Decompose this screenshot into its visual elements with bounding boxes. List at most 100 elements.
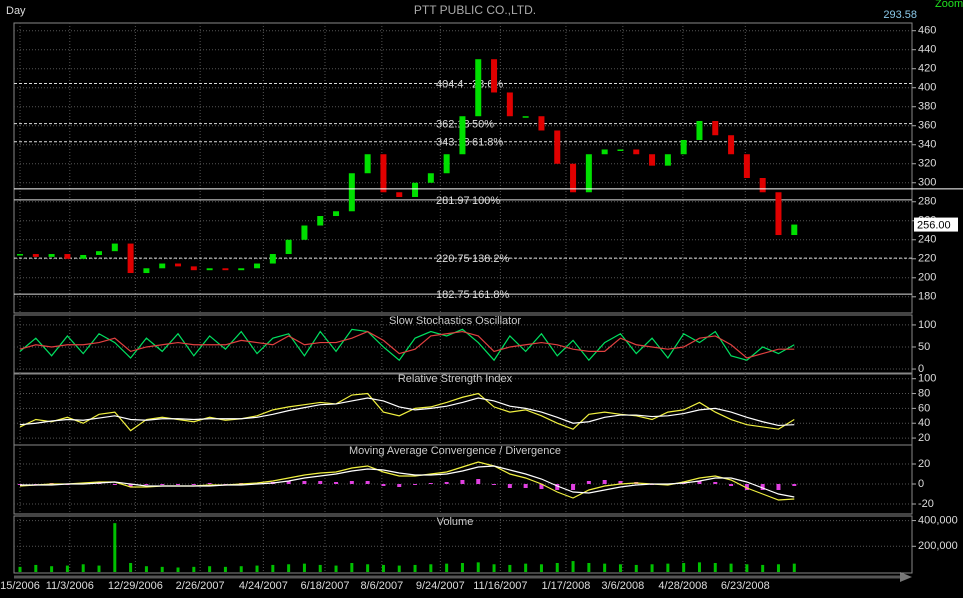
histogram-bar — [397, 484, 402, 487]
candle — [238, 268, 245, 271]
series-line — [19, 328, 795, 362]
fib-value: 182.75 — [436, 289, 470, 301]
candle — [554, 130, 561, 164]
candle — [427, 173, 434, 183]
candle — [412, 182, 419, 198]
x-tick-label: 1/17/2008 — [541, 580, 590, 592]
histogram-bar — [318, 481, 323, 484]
volume-bar — [350, 563, 354, 572]
volume-bar — [160, 566, 164, 572]
panel-title: Moving Average Convergence / Divergence — [349, 445, 561, 457]
histogram-bar — [302, 481, 307, 484]
y-tick-label: 20 — [918, 458, 930, 470]
histogram-bar — [523, 484, 528, 488]
y-tick-label: 80 — [918, 387, 930, 399]
fib-value: 404.4 — [436, 78, 464, 90]
y-tick-label: 420 — [918, 63, 936, 75]
histogram-bar — [697, 481, 702, 484]
volume-bar — [618, 564, 622, 572]
y-tick-label: 180 — [918, 291, 936, 303]
candle — [333, 211, 340, 217]
histogram-bar — [618, 481, 623, 484]
volume-bar — [239, 566, 243, 572]
histogram-bar — [539, 484, 544, 489]
volume-bar — [429, 564, 433, 572]
histogram-bar — [729, 484, 734, 486]
candle — [538, 116, 545, 131]
candle — [396, 192, 403, 198]
candle — [17, 254, 24, 256]
y-tick-label: 100 — [918, 319, 936, 331]
y-tick-label: 100 — [918, 373, 936, 385]
volume-bar — [761, 564, 765, 572]
volume-bar — [445, 563, 449, 572]
volume-bar — [745, 564, 749, 572]
volume-bar — [366, 564, 370, 572]
candle — [364, 154, 371, 174]
histogram-bar — [428, 483, 433, 484]
histogram-bar — [571, 484, 576, 490]
volume-bar — [97, 565, 101, 572]
candle — [190, 266, 197, 271]
volume-bar — [381, 564, 385, 572]
volume-bar — [634, 564, 638, 572]
y-tick-label: -20 — [918, 498, 934, 510]
volume-bar — [413, 564, 417, 572]
y-tick-label: 400,000 — [918, 514, 958, 526]
candle — [127, 243, 134, 274]
y-tick-label: 400 — [918, 82, 936, 94]
volume-bar — [587, 563, 591, 572]
histogram-bar — [286, 481, 291, 484]
zoom-button[interactable]: Zoom — [935, 0, 963, 10]
scroll-arrow[interactable] — [900, 572, 912, 582]
volume-bar — [318, 564, 322, 572]
candle — [80, 254, 87, 259]
candle — [285, 239, 292, 255]
volume-bar — [50, 566, 54, 572]
y-tick-label: 200 — [918, 272, 936, 284]
x-tick-label: 6/18/2007 — [301, 580, 350, 592]
panel-frame — [13, 314, 913, 375]
x-tick-label: 4/28/2008 — [658, 580, 707, 592]
candle — [696, 120, 703, 140]
candle — [48, 254, 55, 257]
histogram-bar — [776, 484, 781, 490]
panel-title: Slow Stochastics Oscillator — [389, 315, 521, 327]
candle — [159, 263, 166, 269]
candle — [475, 59, 482, 117]
volume-bar — [697, 562, 701, 572]
candle — [570, 163, 577, 193]
y-tick-label: 440 — [918, 44, 936, 56]
panel-frame — [13, 515, 913, 574]
y-tick-label: 340 — [918, 139, 936, 151]
y-tick-label: 320 — [918, 158, 936, 170]
panel-title: Relative Strength Index — [398, 373, 513, 385]
histogram-bar — [760, 484, 765, 490]
histogram-bar — [713, 482, 718, 484]
fib-value: 281.97 — [436, 195, 470, 207]
volume-bar — [682, 563, 686, 572]
volume-bar — [571, 561, 575, 572]
volume-bar — [792, 563, 796, 572]
last-price-box — [914, 217, 958, 232]
x-tick-label: 15/2006 — [0, 580, 40, 592]
y-tick-label: 200,000 — [918, 540, 958, 552]
fib-value: 220.75 — [436, 253, 470, 265]
volume-bar — [113, 523, 117, 572]
y-tick-label: 280 — [918, 196, 936, 208]
y-tick-label: 220 — [918, 253, 936, 265]
histogram-bar — [112, 484, 117, 485]
candle — [301, 225, 308, 240]
x-tick-label: 11/3/2006 — [46, 580, 94, 592]
x-tick-label: 3/6/2008 — [601, 580, 644, 592]
volume-bar — [713, 563, 717, 572]
y-tick-label: 0 — [918, 478, 924, 490]
volume-bar — [776, 564, 780, 572]
candle — [506, 92, 513, 117]
y-tick-label: 0 — [918, 363, 924, 375]
volume-bar — [603, 563, 607, 572]
volume-bar — [271, 564, 275, 572]
